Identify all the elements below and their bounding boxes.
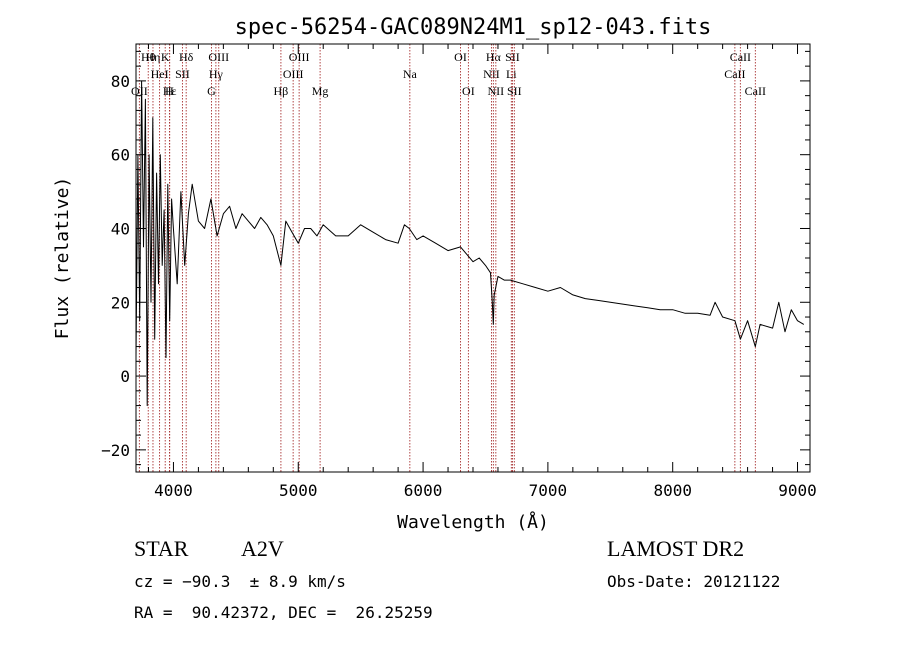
line-id-label: CaII xyxy=(745,84,766,98)
line-id-label: SII xyxy=(175,67,190,81)
line-id-label: H xyxy=(165,84,174,98)
line-id-label: OIII xyxy=(283,67,304,81)
line-id-label: G xyxy=(207,84,216,98)
line-id-label: Na xyxy=(403,67,418,81)
y-tick-label: −20 xyxy=(101,441,130,460)
object-class: STAR xyxy=(134,536,189,561)
x-tick-label: 8000 xyxy=(653,481,692,500)
coordinates-readout: RA = 90.42372, DEC = 26.25259 xyxy=(134,603,433,622)
y-tick-label: 0 xyxy=(120,367,130,386)
x-tick-label: 5000 xyxy=(279,481,318,500)
line-id-label: Hβ xyxy=(274,84,289,98)
survey-label: LAMOST DR2 xyxy=(607,536,745,561)
y-tick-label: 40 xyxy=(111,219,130,238)
x-tick-label: 4000 xyxy=(154,481,193,500)
line-id-label: Hγ xyxy=(209,67,224,81)
y-axis-label: Flux (relative) xyxy=(52,177,73,340)
line-id-label: Hε xyxy=(163,84,177,98)
line-id-label: Li xyxy=(506,67,517,81)
line-id-label: NII xyxy=(483,67,500,81)
x-tick-label: 7000 xyxy=(529,481,568,500)
line-id-label: OII xyxy=(131,84,148,98)
line-id-label: NII xyxy=(488,84,505,98)
line-id-label: CaII xyxy=(724,67,745,81)
line-id-label: OIII xyxy=(208,50,229,64)
line-id-label: Hδ xyxy=(179,50,194,64)
x-axis-label: Wavelength (Å) xyxy=(397,511,549,533)
y-tick-label: 80 xyxy=(111,72,130,91)
y-tick-label: 20 xyxy=(111,293,130,312)
line-id-label: OI xyxy=(462,84,475,98)
line-id-label: HeI xyxy=(151,67,169,81)
line-id-label: OIII xyxy=(289,50,310,64)
line-id-label: Hθ xyxy=(141,50,156,64)
redshift-readout: cz = −90.3 ± 8.9 km/s xyxy=(134,572,346,591)
object-subclass: A2V xyxy=(241,536,284,561)
line-id-label: SII xyxy=(505,50,520,64)
obs-date: Obs-Date: 20121122 xyxy=(607,572,781,591)
line-id-label: OI xyxy=(454,50,467,64)
line-id-label: Hα xyxy=(486,50,502,64)
line-id-label: Hη xyxy=(145,50,160,64)
y-tick-label: 60 xyxy=(111,146,130,165)
spectrum-line xyxy=(135,80,805,407)
line-id-label: Mg xyxy=(312,84,329,98)
chart-title: spec-56254-GAC089N24M1_sp12-043.fits xyxy=(235,15,712,40)
line-id-label: SII xyxy=(507,84,522,98)
plot-frame xyxy=(135,43,811,473)
x-tick-label: 9000 xyxy=(778,481,817,500)
line-id-label: CaII xyxy=(730,50,751,64)
x-tick-label: 6000 xyxy=(404,481,443,500)
line-id-label: K xyxy=(161,50,170,64)
